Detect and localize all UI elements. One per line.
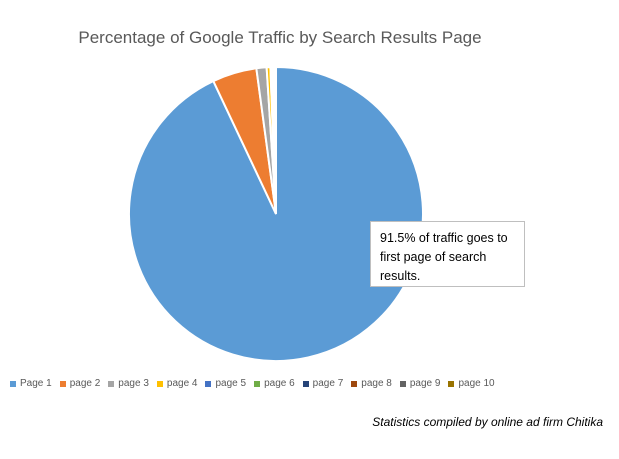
legend-item-page-4: page 4 bbox=[156, 378, 198, 389]
legend-swatch bbox=[156, 380, 163, 387]
legend-item-page-1: Page 1 bbox=[10, 378, 52, 389]
legend-label: page 9 bbox=[409, 378, 441, 389]
legend-swatch bbox=[205, 380, 212, 387]
chart-legend: Page 1 page 2 page 3 page 4 page 5 page 6 page… bbox=[10, 378, 503, 389]
legend-label: Page 1 bbox=[20, 378, 52, 389]
legend-swatch bbox=[399, 380, 406, 387]
legend-label: page 10 bbox=[458, 378, 495, 389]
legend-item-page-10: page 10 bbox=[448, 378, 495, 389]
legend-item-page-6: page 6 bbox=[254, 378, 295, 389]
pie-slice-page-10 bbox=[274, 65, 277, 215]
legend-swatch bbox=[254, 380, 261, 387]
legend-label: page 3 bbox=[118, 378, 149, 389]
legend-label: page 6 bbox=[264, 378, 295, 389]
legend-item-page-7: page 7 bbox=[302, 378, 344, 389]
legend-swatch bbox=[108, 380, 115, 387]
legend-swatch bbox=[10, 380, 16, 387]
legend-swatch bbox=[302, 380, 309, 387]
legend-label: page 5 bbox=[215, 378, 247, 389]
chart-title: Percentage of Google Traffic by Search R… bbox=[78, 28, 482, 47]
legend-swatch bbox=[351, 380, 358, 387]
legend-item-page-3: page 3 bbox=[108, 378, 149, 389]
legend-swatch bbox=[448, 380, 455, 387]
legend-swatch bbox=[59, 380, 66, 387]
legend-label: page 2 bbox=[69, 378, 101, 389]
source-footnote: Statistics compiled by online ad firm Ch… bbox=[372, 415, 603, 429]
legend-item-page-5: page 5 bbox=[205, 378, 246, 389]
legend-label: page 7 bbox=[312, 378, 344, 389]
legend-label: page 4 bbox=[166, 378, 198, 389]
legend-label: page 8 bbox=[361, 378, 392, 389]
legend-item-page-8: page 8 bbox=[351, 378, 392, 389]
annotation-callout: 91.5% of traffic goes to first page of s… bbox=[370, 221, 525, 287]
legend-item-page-2: page 2 bbox=[59, 378, 101, 389]
legend-item-page-9: page 9 bbox=[399, 378, 441, 389]
